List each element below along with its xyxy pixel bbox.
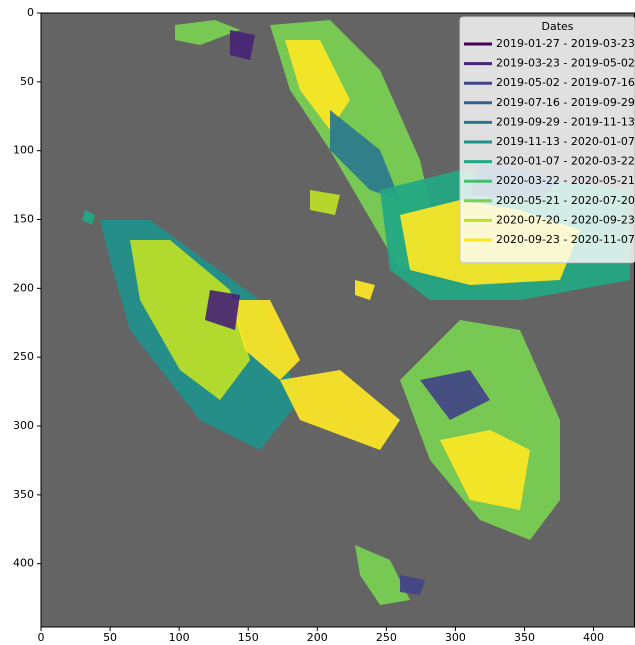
y-tick-label: 350	[13, 488, 34, 501]
legend: Dates 2019-01-27 - 2019-03-23 2019-03-23 -…	[460, 17, 635, 263]
legend-label: 2020-07-20 - 2020-09-23	[496, 213, 635, 226]
y-tick-label: 100	[13, 144, 34, 157]
legend-label: 2020-03-22 - 2020-05-21	[496, 174, 635, 187]
x-tick-label: 100	[169, 631, 190, 644]
legend-label: 2019-01-27 - 2019-03-23	[496, 37, 635, 50]
legend-label: 2019-03-23 - 2019-05-02	[496, 57, 635, 70]
legend-title: Dates	[541, 20, 573, 33]
y-tick-label: 200	[13, 281, 34, 294]
chart: 0 50 100 150 200 250 300 350 400 0 50 100 150 200 250 3…	[0, 0, 635, 645]
legend-label: 2020-01-07 - 2020-03-22	[496, 155, 635, 168]
x-tick-label: 400	[583, 631, 604, 644]
y-tick-label: 150	[13, 213, 34, 226]
x-tick-label: 350	[514, 631, 535, 644]
y-tick-label: 50	[20, 75, 34, 88]
x-tick-label: 250	[376, 631, 397, 644]
legend-label: 2019-07-16 - 2019-09-29	[496, 96, 635, 109]
x-tick-label: 200	[307, 631, 328, 644]
x-tick-label: 150	[238, 631, 259, 644]
y-tick-label: 300	[13, 419, 34, 432]
y-tick-label: 250	[13, 350, 34, 363]
y-tick-label: 400	[13, 557, 34, 570]
legend-label: 2020-05-21 - 2020-07-20	[496, 194, 635, 207]
legend-label: 2019-05-02 - 2019-07-16	[496, 76, 635, 89]
legend-label: 2019-09-29 - 2019-11-13	[496, 115, 635, 128]
x-tick-label: 50	[103, 631, 117, 644]
y-tick-label: 0	[27, 6, 34, 19]
legend-label: 2019-11-13 - 2020-01-07	[496, 135, 635, 148]
x-tick-label: 0	[38, 631, 45, 644]
x-tick-label: 300	[445, 631, 466, 644]
legend-label: 2020-09-23 - 2020-11-07	[496, 233, 635, 246]
